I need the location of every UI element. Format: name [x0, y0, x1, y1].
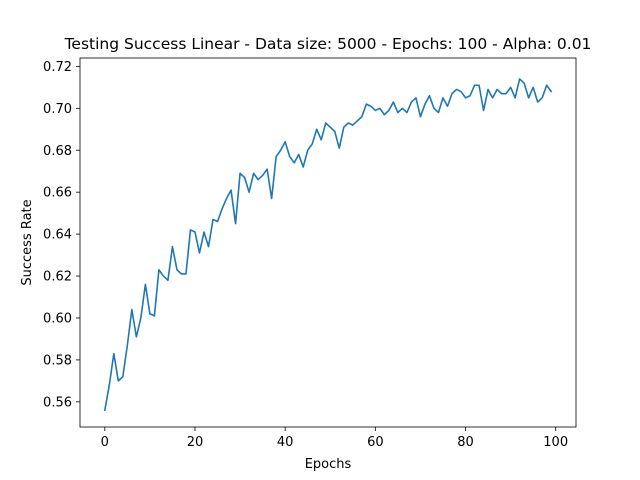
y-tick-label: 0.58 — [43, 353, 72, 368]
y-tick-label: 0.60 — [43, 311, 72, 326]
y-tick-label: 0.66 — [43, 186, 72, 201]
series-line — [103, 78, 553, 412]
x-tick-label: 0 — [101, 435, 109, 450]
y-tick-label: 0.68 — [43, 144, 72, 159]
y-tick-label: 0.72 — [43, 60, 72, 75]
axis-ticks: 0 20 40 60 80 100 0.56 0.58 0.60 0.62 0.64 0.66 0.68… — [43, 60, 568, 450]
axes-frame — [79, 57, 577, 428]
y-tick-label: 0.56 — [43, 395, 72, 410]
plot-area — [103, 78, 553, 412]
x-tick-label: 40 — [277, 435, 294, 450]
y-axis-label: Success Rate — [20, 199, 35, 285]
x-tick-label: 60 — [367, 435, 384, 450]
x-tick-label: 80 — [457, 435, 474, 450]
chart-title: Testing Success Linear - Data size: 5000… — [64, 35, 592, 53]
x-tick-label: 100 — [543, 435, 568, 450]
y-tick-label: 0.62 — [43, 270, 72, 285]
y-tick-label: 0.70 — [43, 102, 72, 117]
y-tick-label: 0.64 — [43, 228, 72, 243]
x-tick-label: 20 — [187, 435, 204, 450]
x-axis-label: Epochs — [305, 457, 352, 472]
